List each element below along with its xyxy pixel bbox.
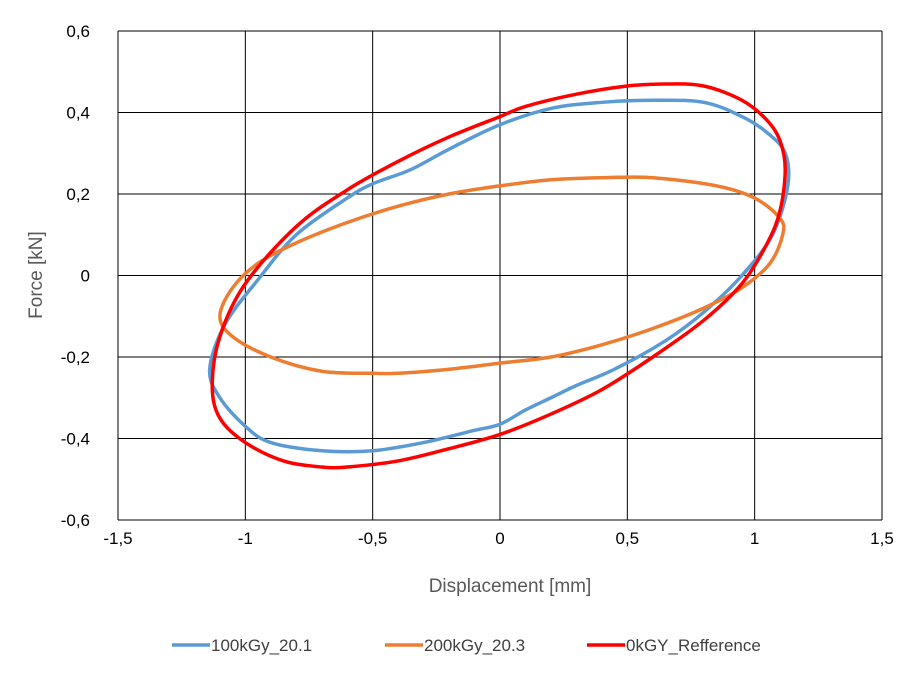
x-tick-label: -0,5 <box>358 529 387 548</box>
x-axis-title: Displacement [mm] <box>429 576 592 597</box>
y-tick-label: -0,2 <box>61 348 90 367</box>
y-tick-label: -0,4 <box>61 430 90 449</box>
series-line-0 <box>207 98 791 454</box>
series-layer <box>207 82 791 470</box>
grid <box>117 30 883 521</box>
x-tick-label: 0 <box>495 529 504 548</box>
tick-labels: -1,5 -1 -0,5 0 0,5 1 1,5 -0,6 -0,4 -0,2 0 0,2 0,4 0,6 <box>61 22 894 548</box>
series-line-2 <box>210 82 787 470</box>
x-tick-label: 1 <box>750 529 759 548</box>
y-tick-label: 0,6 <box>66 22 90 41</box>
legend-label-0: 100kGy_20.1 <box>211 636 312 655</box>
y-tick-label: 0 <box>81 267 90 286</box>
y-tick-label: 0,4 <box>66 104 90 123</box>
y-axis-title: Force [kN] <box>26 231 47 319</box>
y-tick-label: -0,6 <box>61 511 90 530</box>
x-tick-label: 1,5 <box>870 529 894 548</box>
series-line-1 <box>218 175 786 376</box>
x-tick-label: 0,5 <box>616 529 640 548</box>
x-tick-label: -1 <box>238 529 253 548</box>
legend: 100kGy_20.1 200kGy_20.3 0kGY_Refference <box>172 636 761 655</box>
y-tick-label: 0,2 <box>66 185 90 204</box>
x-tick-label: -1,5 <box>103 529 132 548</box>
legend-label-1: 200kGy_20.3 <box>424 636 525 655</box>
legend-label-2: 0kGY_Refference <box>626 636 761 655</box>
